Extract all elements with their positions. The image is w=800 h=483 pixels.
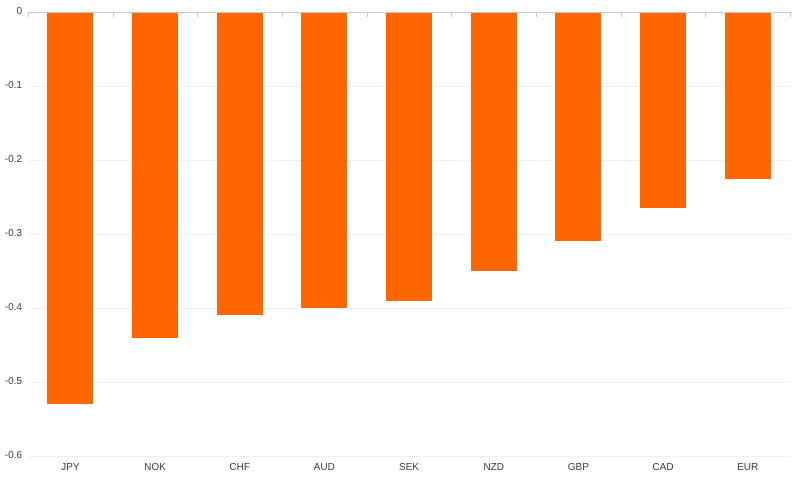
bar-cad (640, 12, 686, 209)
x-axis-category-label: GBP (567, 462, 589, 473)
bar-eur (724, 12, 771, 179)
y-axis-tick-label: 0 (16, 6, 22, 17)
zero-axis-line (28, 11, 790, 13)
bar-nok (132, 12, 178, 338)
x-axis-tick (197, 12, 199, 17)
y-axis-tick-label: -0.5 (4, 376, 22, 387)
y-axis-tick-label: -0.4 (4, 302, 22, 313)
x-axis-tick (790, 12, 791, 17)
x-axis-tick (620, 12, 622, 17)
x-axis-category-label: AUD (313, 462, 335, 473)
x-axis-category-label: CHF (229, 462, 250, 473)
x-axis-category-label: NOK (144, 462, 166, 473)
x-axis-category-label: JPY (61, 462, 80, 473)
y-gridline (28, 455, 790, 457)
y-axis-tick-label: -0.1 (4, 80, 22, 91)
x-axis-tick (28, 12, 29, 17)
x-axis-tick (282, 12, 283, 17)
bar-chf (216, 12, 263, 316)
y-axis-tick-label: -0.6 (4, 450, 22, 461)
x-axis-tick (366, 12, 368, 17)
y-axis-tick-label: -0.3 (4, 228, 22, 239)
x-axis-category-label: EUR (737, 462, 759, 473)
x-axis-tick (536, 12, 537, 17)
bar-aud (301, 12, 348, 308)
x-axis-category-label: CAD (652, 462, 674, 473)
x-axis-tick (451, 12, 453, 17)
x-axis-tick (705, 12, 707, 17)
y-gridline (28, 381, 790, 383)
bar-jpy (47, 12, 94, 405)
y-axis-tick-label: -0.2 (4, 154, 22, 165)
bar-nzd (470, 12, 517, 271)
bar-sek (386, 12, 432, 301)
x-axis-tick (112, 12, 114, 17)
y-gridline (28, 307, 790, 309)
x-axis-category-label: NZD (483, 462, 504, 473)
x-axis-category-label: SEK (398, 462, 419, 473)
bar-gbp (555, 12, 602, 242)
